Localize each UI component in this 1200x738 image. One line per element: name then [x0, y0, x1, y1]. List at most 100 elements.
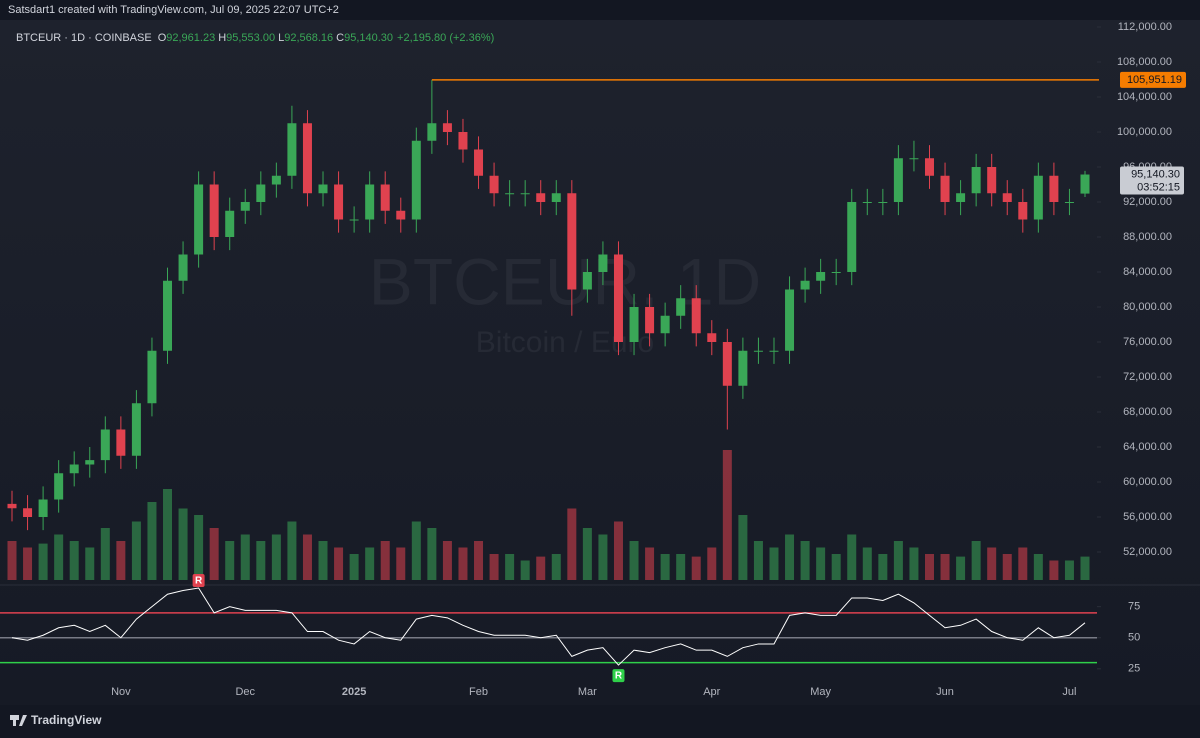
candle-body	[893, 158, 903, 202]
watermark: BTCEUR, 1D	[369, 244, 761, 318]
volume-bar	[302, 534, 312, 580]
candle-body	[924, 158, 934, 176]
candle-body	[707, 333, 717, 342]
symbol-legend: BTCEUR · 1D · COINBASE O92,961.23 H95,553.…	[16, 32, 494, 44]
x-tick-label: Jul	[1062, 686, 1076, 698]
volume-bar	[505, 554, 515, 580]
volume-bar	[847, 534, 857, 580]
candle-body	[551, 193, 561, 202]
volume-bar	[971, 541, 981, 580]
volume-bar	[707, 547, 717, 580]
x-tick-label: May	[810, 686, 831, 698]
volume-bar	[489, 554, 499, 580]
volume-bar	[318, 541, 328, 580]
candle-body	[862, 202, 872, 203]
volume-bar	[256, 541, 266, 580]
candle-body	[1002, 193, 1012, 202]
candle-body	[100, 429, 110, 461]
last-price-label: 95,140.30	[1131, 168, 1180, 180]
candle-body	[878, 202, 888, 203]
candle-body	[956, 193, 966, 202]
candle-body	[613, 254, 623, 342]
candle-body	[256, 184, 266, 202]
volume-bar	[380, 541, 390, 580]
ohlc-key: H	[218, 32, 226, 44]
volume-bar	[722, 450, 732, 580]
candle-body	[645, 307, 655, 334]
rsi-tick-label: 50	[1128, 632, 1140, 644]
volume-bar	[613, 521, 623, 580]
volume-bar	[225, 541, 235, 580]
volume-bar	[769, 547, 779, 580]
x-tick-label: 2025	[342, 686, 366, 698]
volume-bar	[209, 528, 219, 580]
volume-bar	[474, 541, 484, 580]
y-tick-label: 56,000.00	[1123, 511, 1172, 523]
y-tick-label: 100,000.00	[1117, 126, 1172, 138]
volume-bar	[800, 541, 810, 580]
volume-bar	[816, 547, 826, 580]
ohlc-value: 92,568.16	[284, 32, 333, 44]
last-price-bg	[1120, 166, 1184, 195]
candle-body	[318, 184, 328, 194]
rsi-signal: R	[615, 671, 623, 682]
candle-body	[287, 123, 297, 176]
candle-body	[1049, 175, 1059, 202]
candle-body	[582, 272, 592, 290]
volume-bar	[924, 554, 934, 580]
x-tick-label: Feb	[469, 686, 488, 698]
volume-bar	[909, 547, 919, 580]
candle-body	[194, 184, 204, 255]
volume-bar	[271, 534, 281, 580]
volume-bar	[1049, 560, 1059, 580]
candle-body	[1064, 202, 1074, 203]
candle-body	[69, 464, 79, 474]
candle-body	[753, 350, 763, 352]
rsi-signal: R	[195, 576, 203, 587]
volume-bar	[893, 541, 903, 580]
watermark-subtitle: Bitcoin / Euro	[476, 326, 654, 359]
ohlc-key: L	[278, 32, 284, 44]
candle-body	[458, 132, 468, 150]
candle-body	[816, 272, 826, 281]
candle-body	[349, 219, 359, 221]
chart-area	[0, 20, 1200, 705]
candle-body	[85, 460, 95, 465]
y-tick-label: 72,000.00	[1123, 371, 1172, 383]
candle-body	[909, 158, 919, 160]
volume-bar	[785, 534, 795, 580]
volume-bar	[54, 534, 64, 580]
candle-body	[365, 184, 375, 220]
candle-body	[1033, 175, 1043, 220]
volume-bar	[85, 547, 95, 580]
x-tick-label: Dec	[235, 686, 255, 698]
candle-body	[116, 429, 126, 456]
y-tick-label: 60,000.00	[1123, 476, 1172, 488]
x-tick-label: Mar	[578, 686, 597, 698]
candle-body	[380, 184, 390, 211]
volume-bar	[411, 521, 421, 580]
y-tick-label: 92,000.00	[1123, 196, 1172, 208]
candle-body	[240, 202, 250, 211]
candle-body	[23, 508, 33, 517]
rsi-tick-label: 75	[1128, 601, 1140, 613]
symbol: BTCEUR · 1D · COINBASE	[16, 32, 152, 44]
candle-body	[831, 272, 841, 273]
volume-bar	[427, 528, 437, 580]
x-tick-label: Nov	[111, 686, 131, 698]
volume-bar	[38, 543, 48, 580]
x-tick-label: Apr	[703, 686, 720, 698]
volume-bar	[862, 547, 872, 580]
volume-bar	[536, 556, 546, 580]
volume-bar	[396, 547, 406, 580]
candle-body	[785, 289, 795, 351]
volume-bar	[365, 547, 375, 580]
candle-body	[847, 202, 857, 272]
volume-bar	[1033, 554, 1043, 580]
candle-body	[396, 210, 406, 220]
rsi-signal-bg	[612, 669, 625, 683]
volume-bar	[1064, 560, 1074, 580]
volume-bar	[1080, 556, 1090, 580]
change: +2,195.80 (+2.36%)	[397, 32, 494, 44]
volume-bar	[458, 547, 468, 580]
